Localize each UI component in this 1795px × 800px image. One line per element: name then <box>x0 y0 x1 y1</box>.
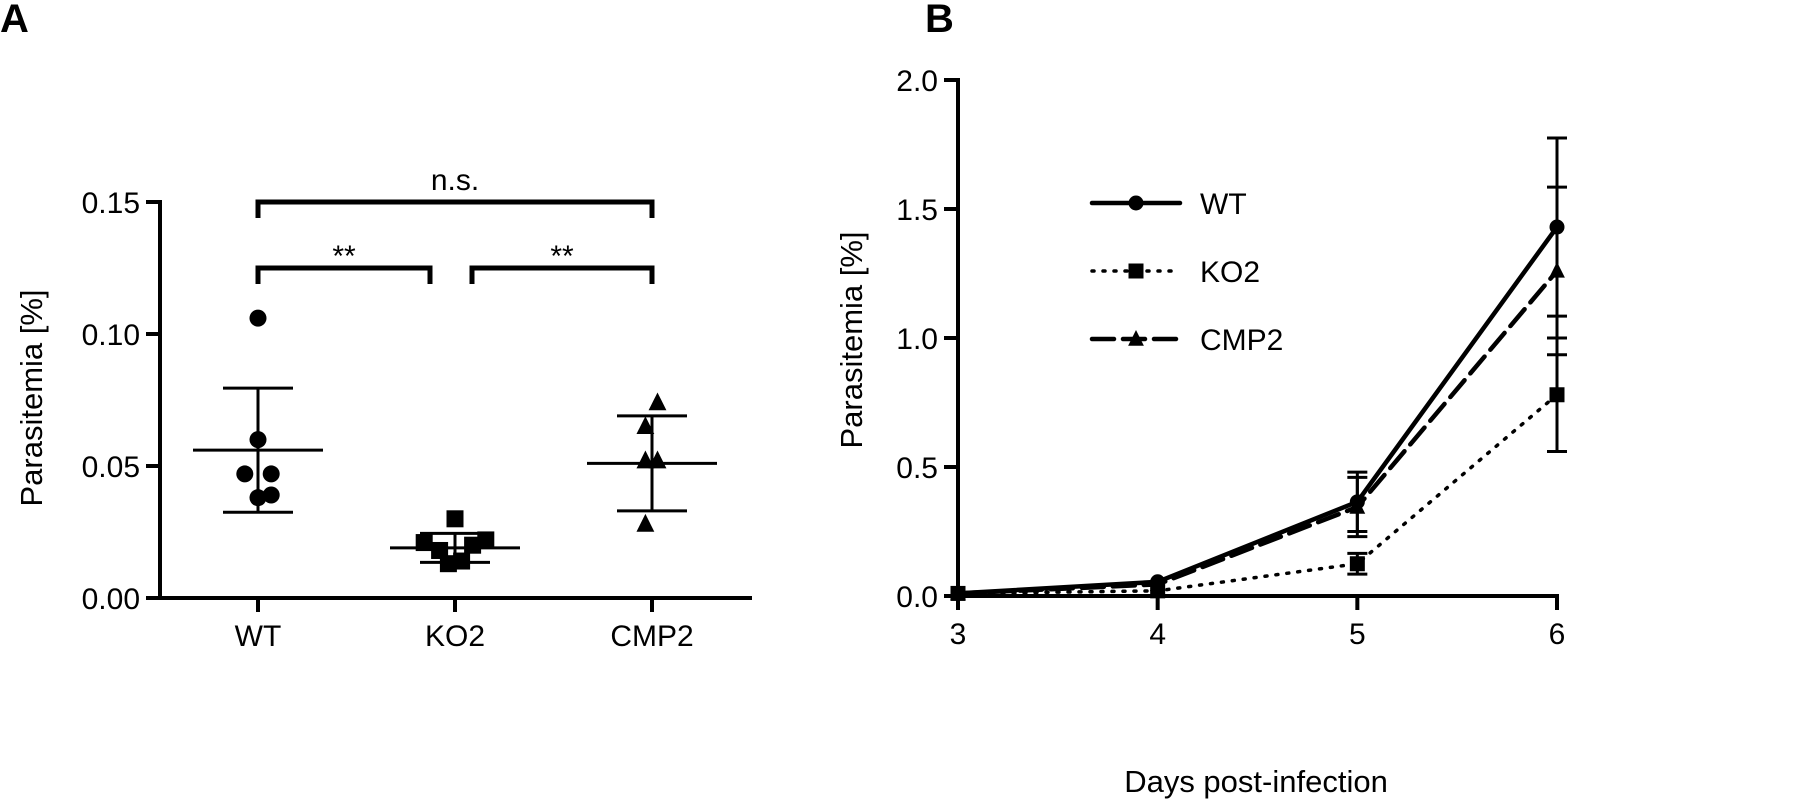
panel-a-y-tick-label: 0.00 <box>82 583 140 616</box>
series-line-cmp2 <box>955 268 1560 596</box>
panel-b-y-tick-label: 2.0 <box>896 65 938 98</box>
panel-b-series-lines <box>955 224 1560 596</box>
data-point-wt <box>236 465 254 483</box>
panel-label-a: A <box>0 0 29 41</box>
data-point-cmp2 <box>648 392 667 411</box>
legend-marker-ko2 <box>1128 263 1144 279</box>
panel-a-y-axis-title: Parasitemia [%] <box>14 289 49 506</box>
significance-label: n.s. <box>431 164 479 197</box>
data-point-ko2 <box>446 510 464 528</box>
significance-bracket <box>469 265 655 284</box>
significance-label: ** <box>332 240 356 273</box>
legend-marker-wt <box>1128 195 1144 211</box>
panel-b-y-tick-label: 0.5 <box>896 452 938 485</box>
data-point-ko2 <box>1349 556 1365 572</box>
data-point-ko2 <box>477 531 495 549</box>
panel-a-y-tick-label: 0.15 <box>82 187 140 220</box>
data-point-cmp2 <box>950 584 966 601</box>
series-line-ko2 <box>956 393 1559 596</box>
legend-label-ko2: KO2 <box>1200 256 1260 289</box>
panel-a-y-tick-label: 0.05 <box>82 451 140 484</box>
panel-a-x-tick-label: KO2 <box>425 620 485 653</box>
panel-a-x-tick-label: WT <box>235 620 282 653</box>
panel-a-data-points <box>193 309 717 573</box>
panel-b-data-points <box>950 136 1567 601</box>
panel-b-x-axis-title: Days post-infection <box>1124 764 1388 799</box>
panel-b-y-tick-label: 1.5 <box>896 194 938 227</box>
data-point-wt <box>262 486 280 504</box>
significance-bracket <box>255 199 655 218</box>
panel-a-significance-brackets: ** ** n.s. <box>255 164 655 284</box>
significance-bracket <box>255 265 433 284</box>
panel-b-axes: 0.0 0.5 1.0 1.5 2.0 3 4 5 6 <box>896 65 1565 651</box>
panel-b-x-tick-label: 6 <box>1549 618 1566 651</box>
panel-b-legend: WT KO2 CMP2 <box>1089 188 1283 357</box>
panel-a-x-tick-label: CMP2 <box>610 620 693 653</box>
data-point-ko2 <box>464 536 482 554</box>
data-point-cmp2 <box>1549 261 1565 278</box>
data-point-ko2 <box>431 541 449 559</box>
data-point-wt <box>249 309 267 327</box>
panel-label-b: B <box>925 0 954 41</box>
legend-marker-cmp2 <box>1128 330 1144 346</box>
panel-b-x-tick-label: 4 <box>1149 618 1166 651</box>
data-point-wt <box>262 465 280 483</box>
panel-b-x-tick-label: 5 <box>1349 618 1366 651</box>
data-point-cmp2 <box>1149 575 1166 592</box>
panel-b-y-axis-title: Parasitemia [%] <box>834 231 869 448</box>
data-point-cmp2 <box>636 416 655 435</box>
data-point-ko2 <box>1549 387 1565 403</box>
legend-label-cmp2: CMP2 <box>1200 324 1283 357</box>
panel-a-chart: 0.00 0.05 0.10 0.15 WT KO2 CMP2 ** ** n.s. Paras… <box>14 164 752 653</box>
panel-b-chart: 0.0 0.5 1.0 1.5 2.0 3 4 5 6 WT KO2 CMP2 Parasitemi… <box>834 65 1567 799</box>
panel-b-x-tick-label: 3 <box>950 618 967 651</box>
data-point-cmp2 <box>1349 497 1366 514</box>
panel-b-y-tick-label: 0.0 <box>896 581 938 614</box>
panel-a-y-tick-label: 0.10 <box>82 319 140 352</box>
data-point-cmp2 <box>636 513 655 532</box>
legend-label-wt: WT <box>1200 188 1247 221</box>
panel-b-y-tick-label: 1.0 <box>896 323 938 356</box>
significance-label: ** <box>550 240 574 273</box>
panel-a-axes: 0.00 0.05 0.10 0.15 WT KO2 CMP2 <box>82 187 752 653</box>
